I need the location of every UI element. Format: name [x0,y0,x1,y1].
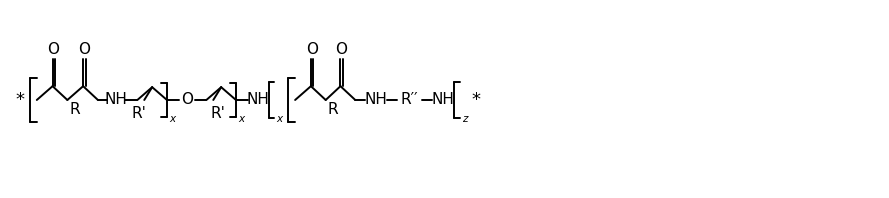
Text: R': R' [211,106,226,121]
Text: R: R [327,102,338,117]
Text: O: O [48,42,60,57]
Text: NH: NH [104,92,127,108]
Text: x: x [169,114,175,124]
Text: NH: NH [431,92,454,108]
Text: NH: NH [364,92,388,108]
Text: *: * [15,91,25,109]
Text: O: O [180,92,193,108]
Text: *: * [471,91,480,109]
Text: O: O [335,42,348,57]
Text: R′′: R′′ [401,92,419,108]
Text: z: z [462,114,468,124]
Text: O: O [306,42,318,57]
Text: x: x [276,114,283,124]
Text: x: x [238,114,244,124]
Text: R: R [70,102,81,117]
Text: O: O [78,42,90,57]
Text: NH: NH [246,92,269,108]
Text: R': R' [132,106,147,121]
